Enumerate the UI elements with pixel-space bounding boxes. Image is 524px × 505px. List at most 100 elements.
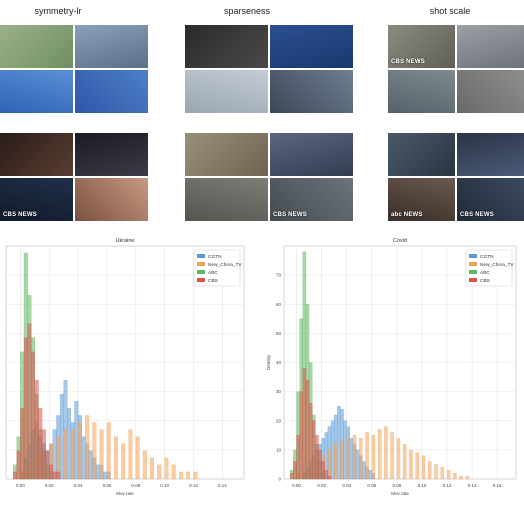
histogram-bar [337,406,341,480]
legend-swatch [197,278,205,282]
thumb-grid-sparseness-bottom: CBS NEWS [185,133,353,221]
thumbnail-image [75,133,148,176]
thumbnail-image [270,70,353,113]
thumb-grid-shot-scale-top: CBS NEWS [388,25,524,113]
x-tick-label: 0.02 [317,483,326,488]
legend-label: CGTN [480,254,494,260]
x-tick-label: 0.04 [342,483,351,488]
histogram-bar [330,420,335,480]
histogram-bar [440,467,445,480]
histogram-bar [99,429,104,480]
histogram-bar [290,473,294,480]
histogram-bar [70,429,75,480]
histogram-bar [327,475,332,480]
histogram-bar [349,438,354,480]
y-tick-label: 70 [276,273,282,278]
histogram-bar [396,438,401,480]
histogram-bar [446,470,451,480]
histogram-bar [296,435,300,480]
y-tick-label: 40 [276,360,282,365]
x-tick-label: 0.08 [131,483,140,488]
histogram-bar [88,450,93,480]
x-tick-label: 0.14 [468,483,477,488]
histogram-bar [27,323,32,480]
x-tick-label: 0.12 [189,483,198,488]
histogram-bar [85,415,90,480]
thumbnail-image [185,70,268,113]
histogram-bar [74,401,79,480]
histogram-bar [49,464,54,480]
legend-label: ABC [208,270,218,276]
histogram-bar [171,464,176,480]
histogram-ukraine: 0.00 0.02 0.04 0.06 0.08 0.10 0.12 0.14 Ukraine M… [0,232,252,505]
histogram-bar [13,471,17,480]
legend-label: New_China_TV [480,262,514,268]
thumbnail-image: CBS NEWS [270,178,353,221]
histogram-bar [38,408,43,480]
legend-label: CBS [480,278,490,284]
x-tick-label: 0.06 [103,483,112,488]
legend-swatch [469,278,477,282]
panel-title-symmetry: symmetry-lr [34,6,82,16]
histogram-bar [377,429,382,480]
legend-swatch [469,254,477,258]
thumbnail-image: CBS NEWS [388,25,455,68]
legend-swatch [197,270,205,274]
histogram-bar [128,429,133,480]
news-logo-label: CBS NEWS [3,212,37,218]
legend-swatch [197,254,205,258]
histogram-bar [308,403,313,480]
thumb-grid-symmetry-bottom: CBS NEWS [0,133,148,221]
histogram-bar [164,457,169,480]
histogram-bar [421,455,426,480]
histogram-bar [121,443,126,480]
legend-swatch [469,270,477,274]
histogram-bar [135,436,140,480]
x-tick-label: 0.06 [367,483,376,488]
histogram-bar [56,471,61,480]
histogram-bar [355,449,360,480]
thumb-grid-shot-scale-bottom: abc NEWS CBS NEWS [388,133,524,221]
thumbnail-image [457,25,524,68]
y-tick-label: 10 [276,447,282,452]
y-tick-label: 20 [276,418,282,423]
thumbnail-image: CBS NEWS [0,178,73,221]
thumbnail-image: CBS NEWS [457,178,524,221]
legend-box [465,249,513,287]
x-tick-label: 0.14 [218,483,227,488]
thumbnail-image [75,70,148,113]
histogram-bar [371,435,376,480]
histogram-bar [365,432,369,480]
histogram-bar [428,461,432,480]
panel-title-shot-scale: shot scale [429,6,471,16]
thumbnail-image [388,133,455,176]
thumbnail-image [457,70,524,113]
histogram-bar [359,438,363,480]
histogram-bar [31,351,35,480]
thumbnail-image [185,133,268,176]
y-tick-label: 60 [276,302,282,307]
histogram-bar [343,420,347,480]
histogram-bar [106,422,111,480]
histogram-bar [142,450,147,480]
y-axis-label: Density [266,354,271,370]
thumbnail-image [270,25,353,68]
legend-swatch [197,262,205,266]
histogram-bar [340,440,344,480]
histogram-bar [114,436,118,480]
histogram-bar [157,464,162,480]
news-logo-label: CBS NEWS [460,212,494,218]
histogram-bar [459,475,463,480]
histogram-bar [302,368,307,480]
histogram-bar [434,464,438,480]
x-tick-label: 0.02 [45,483,54,488]
legend-label: New_China_TV [208,262,242,268]
thumb-grid-symmetry-top [0,25,148,113]
x-tick-label: 0.10 [418,483,427,488]
histogram-bar [321,461,325,480]
histogram-bar [324,470,329,480]
histogram-bar [92,422,97,480]
thumbnail-image [457,133,524,176]
histogram-bar [415,452,419,480]
legend-label: ABC [480,270,490,276]
